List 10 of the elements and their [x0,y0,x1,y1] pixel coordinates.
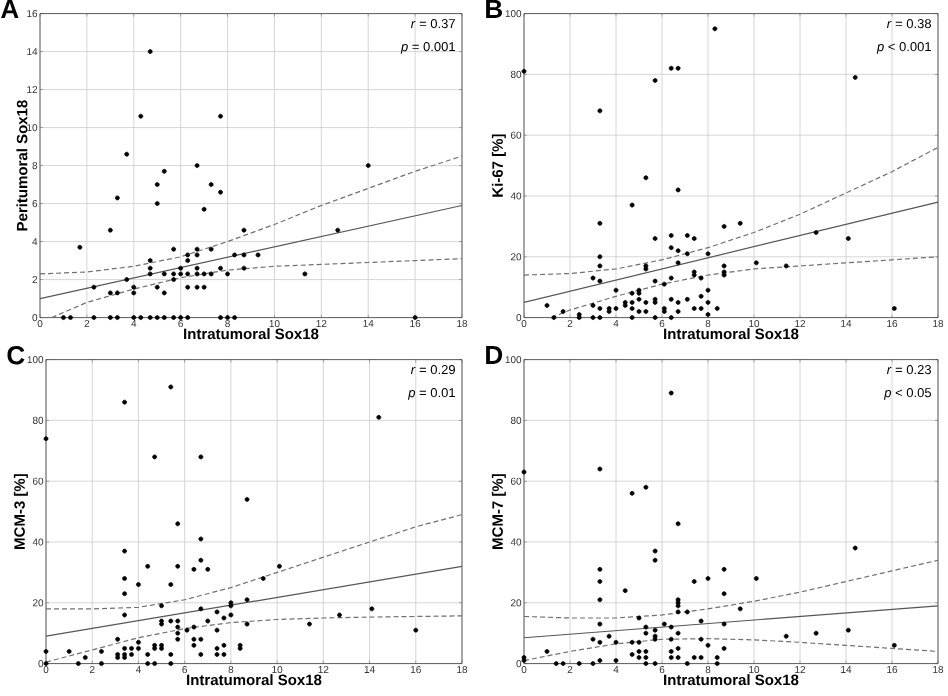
line-series [40,155,462,275]
line-series [524,559,939,619]
chart-title: B [486,0,502,19]
line-series [524,638,939,662]
line-series [46,514,462,610]
line-series [524,146,939,276]
chart-title: D [486,346,503,365]
line-series [46,615,462,663]
chart-title: C [7,346,25,365]
chart-title: A [1,0,19,19]
